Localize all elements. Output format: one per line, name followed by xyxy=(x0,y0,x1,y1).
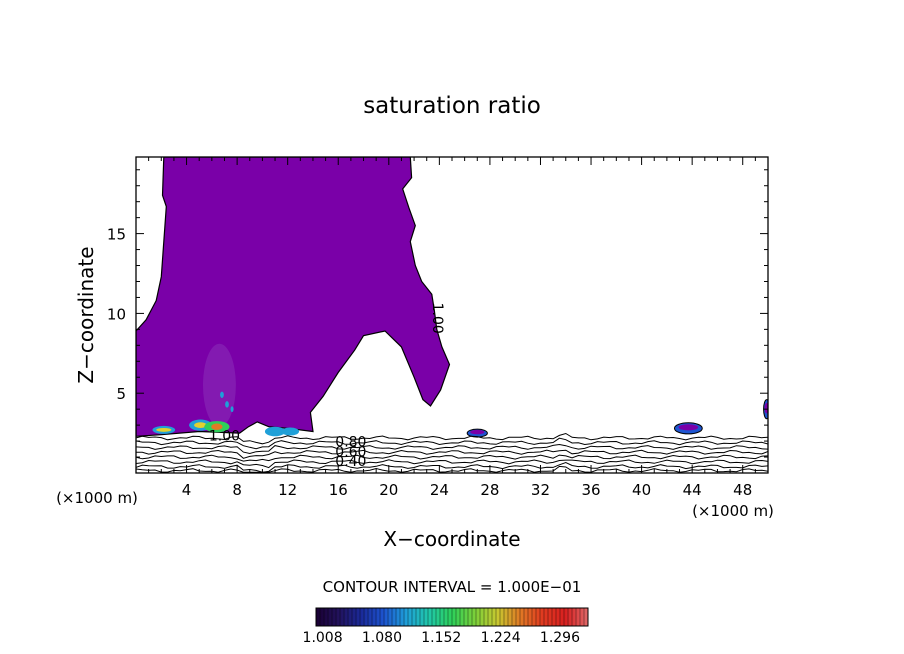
small-cell-core-0 xyxy=(470,429,485,435)
hot-cell-3 xyxy=(194,422,207,428)
contour-line-2 xyxy=(136,443,768,455)
x-tick-label-10: 44 xyxy=(683,481,702,499)
x-unit-label-right: (×1000 m) xyxy=(692,502,774,520)
x-tick-label-1: 8 xyxy=(232,481,242,499)
small-cell-core-1 xyxy=(678,424,699,431)
x-tick-label-9: 40 xyxy=(632,481,651,499)
hot-cell-8 xyxy=(220,391,224,398)
supersaturated-region xyxy=(136,157,451,437)
contour-label-1: 1.00 xyxy=(209,428,240,444)
x-axis-label: X−coordinate xyxy=(383,527,520,551)
hot-cell-6 xyxy=(264,426,286,437)
contour-label-4: 0.40 xyxy=(335,454,366,470)
colorbar-frame xyxy=(315,607,589,627)
x-tick-label-8: 36 xyxy=(581,481,600,499)
contour-line-6 xyxy=(136,461,768,473)
x-tick-label-7: 32 xyxy=(531,481,550,499)
plot-area: 1.00 1.00 0.800.600.40 xyxy=(136,157,768,473)
x-tick-label-6: 28 xyxy=(480,481,499,499)
x-tick-label-5: 24 xyxy=(430,481,449,499)
contour-label-0: 1.00 xyxy=(429,303,445,334)
contour-label-3: 0.60 xyxy=(335,444,366,460)
hot-cell-10 xyxy=(230,406,234,413)
contour-line-3 xyxy=(136,449,768,459)
x-axis-ticks: 4 8 12 16 20 24 28 32 36 40 44 48 xyxy=(148,157,756,499)
x-tick-label-3: 16 xyxy=(329,481,348,499)
x-tick-label-4: 20 xyxy=(379,481,398,499)
y-tick-label-2: 15 xyxy=(107,226,126,244)
contour-line-4 xyxy=(136,454,768,462)
chart-title: saturation ratio xyxy=(363,93,541,119)
contour-line-0 xyxy=(136,432,768,445)
colorbar-tick-label-1: 1.080 xyxy=(362,630,402,646)
small-cell-core-2 xyxy=(764,402,768,414)
contour-label-2: 0.80 xyxy=(335,435,366,451)
contour-interval-label: CONTOUR INTERVAL = 1.000E−01 xyxy=(323,578,582,596)
x-tick-label-2: 12 xyxy=(278,481,297,499)
contour-line-1 xyxy=(136,437,768,450)
hot-cell-1 xyxy=(156,427,172,432)
x-unit-label-left: (×1000 m) xyxy=(56,489,138,507)
contour-line-5 xyxy=(136,459,768,469)
plot-content xyxy=(136,157,768,473)
x-tick-label-11: 48 xyxy=(733,481,752,499)
x-tick-label-0: 4 xyxy=(182,481,192,499)
y-tick-label-1: 10 xyxy=(107,305,126,323)
hot-cell-9 xyxy=(225,401,229,408)
colorbar-tick-label-2: 1.152 xyxy=(421,630,461,646)
y-axis-ticks: 5 10 15 xyxy=(107,169,768,458)
hot-cell-5 xyxy=(211,423,223,430)
hot-cell-7 xyxy=(281,427,300,436)
colorbar-tick-label-3: 1.224 xyxy=(481,630,521,646)
colorbar-tick-label-0: 1.008 xyxy=(303,630,343,646)
colorbar: 1.008 1.080 1.152 1.224 1.296 xyxy=(303,607,589,646)
faint-column-cell xyxy=(202,343,236,427)
colorbar-tick-label-4: 1.296 xyxy=(540,630,580,646)
y-tick-label-0: 5 xyxy=(116,385,126,403)
y-axis-label: Z−coordinate xyxy=(74,246,98,383)
